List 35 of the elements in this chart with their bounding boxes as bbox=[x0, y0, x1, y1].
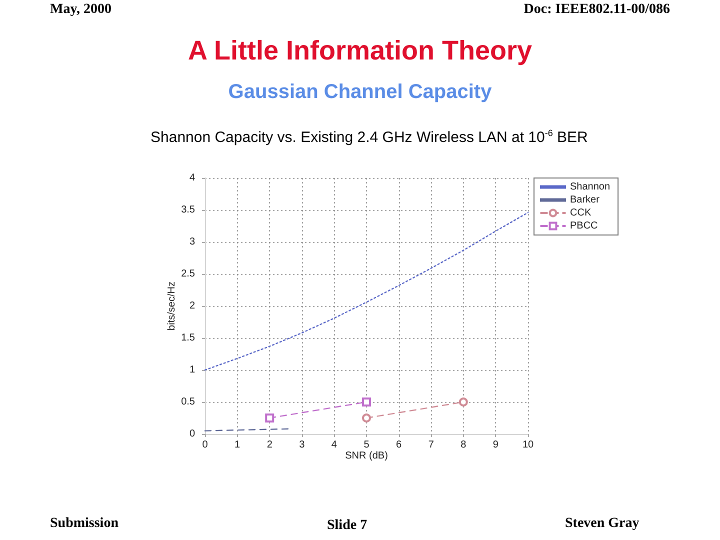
x-tick-label: 3 bbox=[299, 440, 306, 450]
text: Steven Gray bbox=[565, 516, 640, 532]
x-tick-label: 9 bbox=[492, 440, 499, 450]
y-tick-label: 1 bbox=[189, 364, 196, 376]
y-tick-label: 4 bbox=[189, 172, 196, 184]
x-tick-label: 6 bbox=[396, 440, 402, 450]
y-tick-label: 2.5 bbox=[181, 268, 196, 280]
x-tick-label: 7 bbox=[428, 440, 434, 450]
text: Doc: IEEE802.11-00/086 bbox=[524, 2, 670, 18]
x-tick-label: 8 bbox=[460, 440, 467, 450]
y-axis-title: bits/sec/Hz bbox=[166, 282, 178, 330]
x-tick-label: 2 bbox=[266, 440, 273, 450]
chart-subtitle: Gaussian Channel Capacity bbox=[228, 81, 493, 103]
text: Submission bbox=[50, 516, 118, 532]
legend-label: Barker bbox=[570, 194, 600, 206]
y-tick-label: 3.5 bbox=[181, 204, 196, 216]
x-axis-title: SNR (dB) bbox=[345, 450, 388, 462]
x-tick-label: 4 bbox=[331, 440, 338, 450]
y-tick-label: 3 bbox=[189, 236, 196, 248]
x-tick-label: 0 bbox=[202, 440, 208, 450]
legend-label: PBCC bbox=[570, 220, 598, 232]
y-tick-label: 2 bbox=[189, 300, 196, 312]
text: May, 2000 bbox=[50, 2, 112, 18]
y-tick-label: 1.5 bbox=[181, 332, 196, 344]
chart-title: A Little Information Theory bbox=[188, 36, 532, 66]
y-tick-label: 0.5 bbox=[181, 396, 196, 408]
legend-label: Shannon bbox=[570, 182, 610, 192]
x-tick-label: 5 bbox=[364, 440, 370, 450]
legend-label: CCK bbox=[570, 208, 592, 218]
text: Shannon Capacity vs. Existing 2.4 GHz Wireless LAN at 10$^{-6}$ BER bbox=[150, 128, 588, 146]
x-tick-label: 1 bbox=[234, 440, 241, 450]
x-tick-label: 10 bbox=[522, 440, 534, 450]
y-tick-label: 0 bbox=[189, 428, 196, 440]
line-series bbox=[204, 212, 529, 371]
text: Slide 7 bbox=[327, 518, 368, 534]
